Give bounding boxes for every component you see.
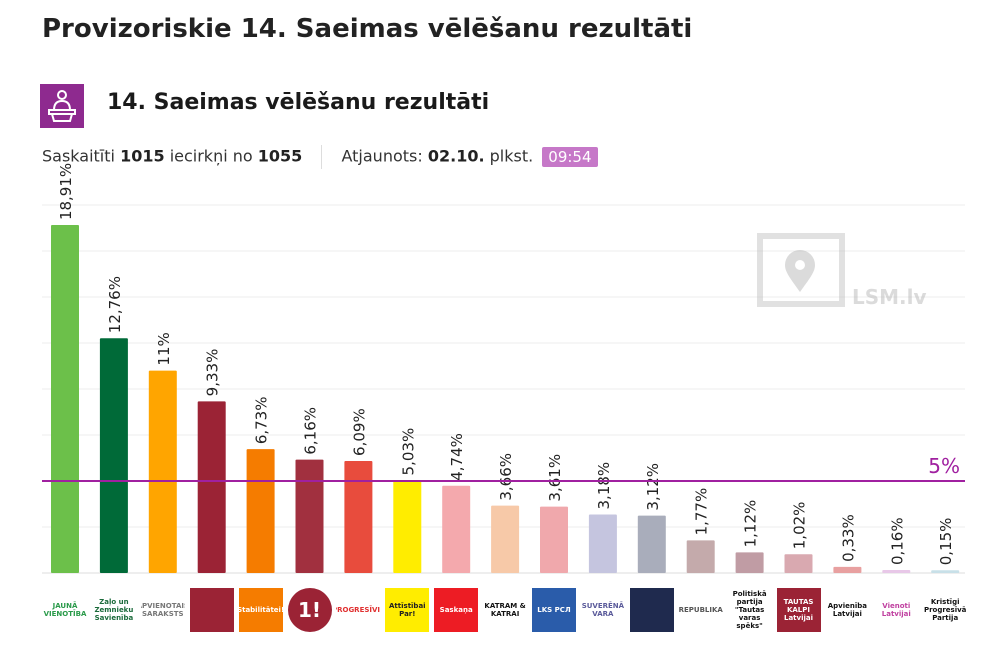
bar[interactable] bbox=[99, 338, 128, 573]
bar[interactable] bbox=[491, 505, 520, 573]
bar[interactable] bbox=[344, 460, 373, 573]
party-logo: KATRAM & KATRAI bbox=[483, 588, 528, 632]
party-logo: APVIENOTAIS SARAKSTS bbox=[140, 588, 185, 632]
party-logo: Apvienība Latvijai bbox=[825, 588, 870, 632]
updated-label: Atjaunots: bbox=[341, 146, 423, 166]
data-label: 3,18% bbox=[595, 462, 613, 510]
bar[interactable] bbox=[51, 225, 79, 573]
bar[interactable] bbox=[931, 570, 960, 573]
data-label: 5,03% bbox=[399, 428, 417, 476]
bar[interactable] bbox=[246, 449, 275, 573]
bar[interactable] bbox=[833, 566, 862, 573]
data-label: 1,02% bbox=[791, 502, 809, 550]
data-label: 11% bbox=[155, 332, 173, 365]
data-label: 6,73% bbox=[253, 397, 271, 445]
data-label: 3,12% bbox=[644, 463, 662, 511]
bar[interactable] bbox=[148, 370, 177, 573]
party-logo: Stabilitātei! bbox=[238, 588, 283, 632]
data-label: 12,76% bbox=[106, 276, 124, 333]
party-logo: Zaļo un Zemnieku Savienība bbox=[91, 588, 136, 632]
updated-time-badge: 09:54 bbox=[542, 146, 598, 167]
counted-mid: iecirkņi no bbox=[169, 146, 253, 166]
bar[interactable] bbox=[588, 514, 617, 573]
updated-date: 02.10. bbox=[427, 146, 485, 166]
bar[interactable] bbox=[442, 485, 471, 573]
total-value: 1055 bbox=[257, 146, 303, 166]
bar[interactable] bbox=[637, 515, 666, 573]
party-logo: Vienoti Latvijai bbox=[874, 588, 919, 632]
data-label: 1,12% bbox=[742, 500, 760, 548]
data-label: 0,16% bbox=[888, 517, 906, 565]
watermark-text: LSM.lv bbox=[852, 285, 927, 309]
party-logo: PROGRESĪVIE bbox=[336, 588, 381, 632]
data-label: 3,61% bbox=[546, 454, 564, 502]
party-logo: REPUBLIKA bbox=[678, 588, 723, 632]
bar[interactable] bbox=[735, 552, 764, 573]
party-logo bbox=[629, 588, 674, 632]
watermark: LSM.lv bbox=[757, 233, 927, 309]
divider bbox=[321, 145, 323, 169]
party-logo: LKS РСЛ bbox=[532, 588, 576, 632]
bar[interactable] bbox=[197, 401, 226, 573]
party-logo: TAUTAS KALPI Latvijai bbox=[776, 588, 821, 632]
data-label: 3,66% bbox=[497, 453, 515, 501]
party-logo: SUVERĒNĀ VARA bbox=[580, 588, 625, 632]
data-label: 1,77% bbox=[693, 488, 711, 536]
counted-value: 1015 bbox=[120, 146, 165, 166]
bar[interactable] bbox=[784, 554, 813, 573]
party-logo: Kristīgi Progresīvā Partija bbox=[923, 588, 968, 632]
count-status: Saskaitīti 1015 iecirkņi no 1055 Atjauno… bbox=[42, 145, 598, 169]
data-label: 0,33% bbox=[839, 514, 857, 562]
bar[interactable] bbox=[540, 506, 568, 573]
updated-mid: plkst. bbox=[489, 146, 534, 166]
threshold-label: 5% bbox=[928, 454, 960, 478]
data-label: 6,16% bbox=[302, 407, 320, 455]
counted-label: Saskaitīti bbox=[42, 146, 115, 166]
party-logo: 1! bbox=[287, 588, 332, 632]
data-label: 9,33% bbox=[204, 349, 222, 397]
widget-title: 14. Saeimas vēlēšanu rezultāti bbox=[107, 90, 490, 115]
party-logo: Attīstībai Par! bbox=[385, 588, 430, 632]
bar[interactable] bbox=[882, 570, 911, 573]
bar[interactable] bbox=[393, 480, 422, 573]
bar[interactable] bbox=[686, 540, 715, 573]
page-title: Provizoriskie 14. Saeimas vēlēšanu rezul… bbox=[42, 14, 693, 44]
party-logo bbox=[189, 588, 234, 632]
party-logo: JAUNĀ VIENOTĪBA bbox=[43, 588, 87, 632]
ballot-podium-icon bbox=[40, 84, 84, 128]
party-logo: Politiskā partija "Tautas varas spēks" bbox=[727, 588, 772, 632]
data-label: 6,09% bbox=[350, 408, 368, 456]
data-label: 4,74% bbox=[448, 433, 466, 481]
party-logo: Saskaņa bbox=[434, 588, 479, 632]
data-label: 0,15% bbox=[937, 518, 955, 566]
data-label: 18,91% bbox=[57, 163, 75, 220]
bar[interactable] bbox=[295, 459, 324, 573]
